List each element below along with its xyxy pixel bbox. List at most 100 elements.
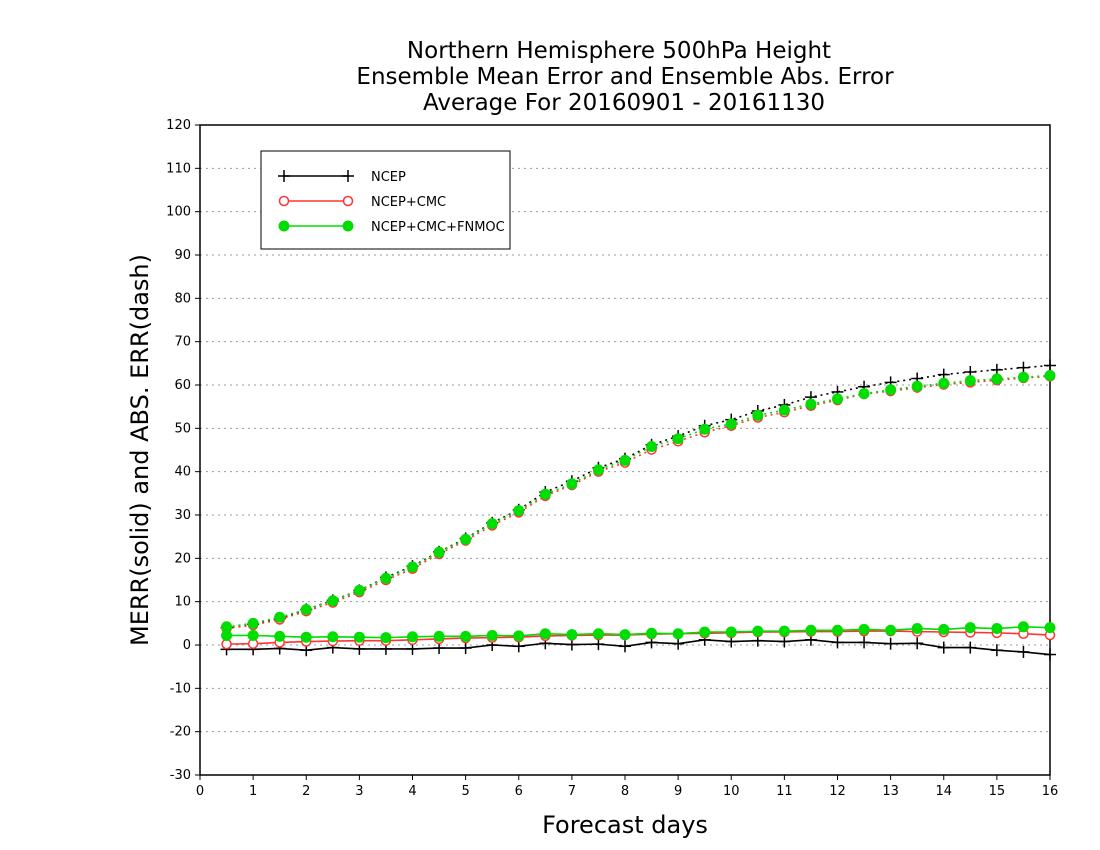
x-tick-label: 16	[1042, 784, 1059, 799]
y-tick-label: 30	[174, 508, 191, 523]
y-tick-label: 50	[174, 421, 191, 436]
merr-point-ncep	[884, 637, 897, 650]
merr-point-ncep	[858, 636, 871, 649]
merr-point-ncep-cmc-fnmoc	[991, 623, 1003, 635]
merr-point-ncep-cmc-fnmoc	[486, 629, 498, 641]
y-tick-label: -30	[170, 768, 191, 783]
merr-point-ncep-cmc-fnmoc	[805, 624, 817, 636]
merr-point-ncep-cmc-fnmoc	[646, 627, 658, 639]
x-tick-label: 13	[882, 784, 899, 799]
series-ncep-cmc-fnmoc	[221, 369, 1056, 644]
merr-point-ncep-cmc-fnmoc	[592, 628, 604, 640]
x-tick-label: 14	[935, 784, 952, 799]
data-series	[220, 359, 1056, 661]
abserr-line-ncep	[226, 364, 1051, 629]
merr-point-ncep-cmc-fnmoc	[300, 631, 312, 643]
abserr-point-ncep-cmc-fnmoc	[725, 418, 737, 430]
abserr-point-ncep	[1017, 361, 1030, 374]
legend-marker-start	[278, 170, 290, 182]
abserr-point-ncep-cmc-fnmoc	[752, 409, 764, 421]
y-tick-label: -20	[170, 725, 191, 740]
abserr-point-ncep-cmc-fnmoc	[300, 603, 312, 615]
legend-label: NCEP+CMC	[371, 195, 446, 210]
y-tick-label: 60	[174, 378, 191, 393]
y-tick-label: 40	[174, 465, 191, 480]
abserr-point-ncep-cmc-fnmoc	[672, 433, 684, 445]
x-tick-label: 3	[355, 784, 363, 799]
abserr-point-ncep-cmc-fnmoc	[619, 454, 631, 466]
merr-point-ncep-cmc-fnmoc	[566, 629, 578, 641]
y-axis-label: MERR(solid) and ABS. ERR(dash)	[126, 254, 154, 646]
y-tick-label: 110	[166, 161, 191, 176]
merr-point-ncep	[459, 642, 472, 655]
abserr-point-ncep-cmc-fnmoc	[911, 380, 923, 392]
abserr-point-ncep-cmc-fnmoc	[592, 464, 604, 476]
merr-point-ncep	[619, 640, 631, 653]
abserr-point-ncep-cmc-fnmoc	[938, 377, 950, 389]
abserr-point-ncep	[1044, 359, 1056, 372]
abserr-point-ncep-cmc-fnmoc	[832, 393, 843, 405]
legend-marker-start	[278, 220, 290, 232]
abserr-point-ncep-cmc-fnmoc	[991, 373, 1003, 385]
merr-point-ncep-cmc-fnmoc	[539, 628, 551, 640]
abserr-point-ncep-cmc-fnmoc	[274, 611, 286, 623]
x-tick-label: 7	[568, 784, 576, 799]
y-tick-label: 80	[174, 291, 191, 306]
merr-point-ncep-cmc-fnmoc	[353, 631, 365, 643]
legend-item-ncep-cmc-fnmoc: NCEP+CMC+FNMOC	[278, 220, 505, 235]
merr-point-ncep-cmc-fnmoc	[1017, 621, 1029, 633]
merr-point-ncep-cmc-fnmoc	[778, 625, 790, 637]
x-tick-label: 9	[674, 784, 682, 799]
abserr-point-ncep-cmc-fnmoc	[1017, 371, 1029, 383]
abserr-point-ncep-cmc-fnmoc	[858, 388, 870, 400]
merr-point-ncep	[937, 641, 950, 654]
legend-marker-end	[342, 220, 354, 232]
merr-point-ncep-cmc-fnmoc	[885, 624, 897, 636]
y-tick-label: -10	[170, 681, 191, 696]
x-tick-label: 5	[461, 784, 469, 799]
merr-point-ncep-cmc-fnmoc	[1044, 622, 1056, 634]
x-tick-label: 15	[989, 784, 1006, 799]
gridlines	[200, 167, 1050, 733]
abserr-point-ncep-cmc-fnmoc	[247, 617, 259, 629]
merr-point-ncep-cmc-fnmoc	[380, 632, 392, 644]
y-tick-label: 0	[183, 638, 191, 653]
abserr-point-ncep-cmc-fnmoc	[407, 561, 418, 573]
merr-point-ncep	[1044, 648, 1056, 661]
legend-label: NCEP	[371, 170, 406, 185]
legend: NCEP NCEP+CMC NCEP+CMC+FNMOC	[260, 150, 511, 250]
abserr-point-ncep-cmc-fnmoc	[353, 584, 365, 596]
merr-point-ncep-cmc-fnmoc	[407, 631, 418, 643]
abserr-point-ncep-cmc-fnmoc	[885, 384, 897, 396]
legend-item-ncep: NCEP	[278, 170, 406, 185]
merr-point-ncep-cmc-fnmoc	[752, 625, 764, 637]
merr-point-ncep	[990, 644, 1003, 657]
legend-label: NCEP+CMC+FNMOC	[371, 220, 505, 235]
merr-point-ncep	[672, 637, 685, 650]
x-axis-label: Forecast days	[542, 811, 708, 839]
y-tick-label: 100	[166, 205, 191, 220]
legend-item-ncep-cmc: NCEP+CMC	[278, 195, 446, 210]
merr-point-ncep-cmc-fnmoc	[832, 624, 843, 636]
legend-box	[260, 150, 511, 250]
abserr-point-ncep-cmc-fnmoc	[566, 478, 578, 490]
abserr-point-ncep-cmc-fnmoc	[513, 505, 525, 517]
x-tick-label: 4	[408, 784, 416, 799]
abserr-point-ncep-cmc-fnmoc	[460, 533, 472, 545]
merr-point-ncep-cmc-fnmoc	[327, 631, 339, 643]
chart-title-line-1: Northern Hemisphere 500hPa Height	[407, 38, 831, 64]
chart-title-line-3: Average For 20160901 - 20161130	[423, 90, 825, 116]
merr-point-ncep-cmc-fnmoc	[274, 630, 286, 642]
x-tick-label: 1	[249, 784, 257, 799]
y-tick-label: 70	[174, 335, 191, 350]
legend-marker-end	[342, 195, 354, 207]
y-tick-label: 120	[166, 118, 191, 133]
abserr-point-ncep-cmc-fnmoc	[327, 595, 339, 607]
merr-point-ncep-cmc-fnmoc	[433, 630, 445, 642]
merr-point-ncep	[778, 635, 791, 648]
abserr-point-ncep-cmc-fnmoc	[539, 488, 551, 500]
abserr-point-ncep-cmc-fnmoc	[778, 404, 790, 416]
